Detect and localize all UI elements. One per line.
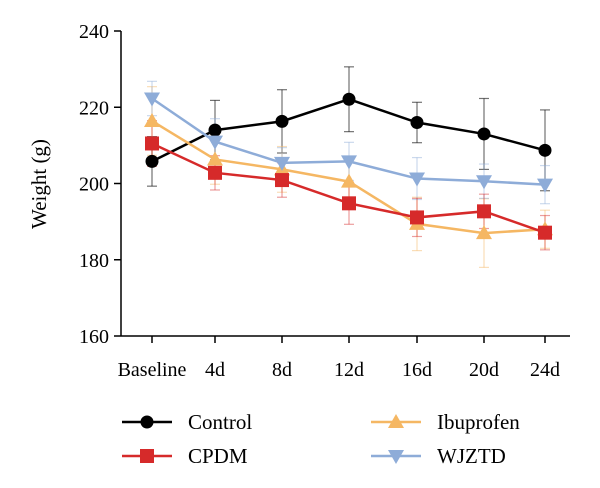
x-tick-label: Baseline xyxy=(118,359,187,381)
wjztd-point xyxy=(341,155,357,170)
y-tick-label: 180 xyxy=(79,250,109,272)
legend-marker-ibuprofen xyxy=(388,414,404,428)
wjztd-point xyxy=(207,135,223,150)
y-tick-label: 240 xyxy=(79,21,109,43)
x-tick-label: 24d xyxy=(530,359,560,381)
legend-label-ibuprofen: Ibuprofen xyxy=(437,410,520,434)
legend-label-control: Control xyxy=(188,410,252,434)
x-tick-label: 16d xyxy=(402,359,432,381)
legend-marker-control xyxy=(140,415,154,429)
wjztd-point xyxy=(476,175,492,190)
cpdm-point xyxy=(477,204,491,219)
cpdm-point xyxy=(342,196,356,211)
x-tick-label: 8d xyxy=(272,359,292,381)
x-tick-label: 12d xyxy=(334,359,364,381)
legend-label-cpdm: CPDM xyxy=(188,444,248,468)
wjztd-point xyxy=(409,172,425,187)
control-point xyxy=(145,154,159,168)
legend-marker-wjztd xyxy=(388,450,404,464)
cpdm-point xyxy=(208,165,222,180)
ibuprofen-point xyxy=(476,225,492,240)
legend-marker-cpdm xyxy=(140,449,154,463)
wjztd-point xyxy=(274,156,290,171)
x-tick-label: 20d xyxy=(469,359,499,381)
series-markers xyxy=(144,92,553,240)
control-point xyxy=(342,92,356,106)
axes: 160 180 200 220 240 Baseline 4d 8d 12d 16d 20d 24d xyxy=(79,21,570,381)
control-point xyxy=(275,114,289,128)
cpdm-point xyxy=(145,136,159,151)
control-point xyxy=(477,127,491,141)
wjztd-point xyxy=(144,92,160,107)
ibuprofen-point xyxy=(207,151,223,166)
legend-label-wjztd: WJZTD xyxy=(437,444,506,468)
wjztd-point xyxy=(537,178,553,193)
control-point xyxy=(410,116,424,129)
legend: Control CPDM Ibuprofen WJZTD xyxy=(122,410,520,468)
ibuprofen-point xyxy=(144,112,160,127)
y-tick-label: 160 xyxy=(79,326,109,348)
control-point xyxy=(538,143,552,157)
cpdm-point xyxy=(275,173,289,188)
y-tick-label: 200 xyxy=(79,174,109,196)
y-tick-label: 220 xyxy=(79,97,109,119)
control-point xyxy=(208,123,222,137)
cpdm-point xyxy=(538,225,552,240)
ibuprofen-point xyxy=(341,173,357,188)
x-tick-label: 4d xyxy=(205,359,225,381)
y-axis-title: Weight (g) xyxy=(27,139,51,229)
cpdm-point xyxy=(410,210,424,225)
